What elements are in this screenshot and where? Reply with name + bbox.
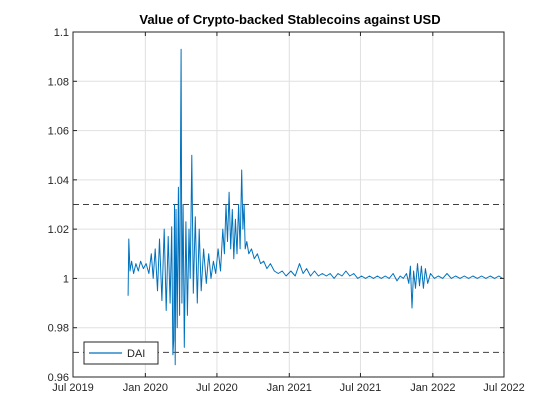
x-tick-label: Jan 2022 [410, 382, 455, 394]
y-tick-label: 1.1 [54, 27, 69, 39]
legend: DAI [83, 341, 159, 365]
x-tick-label: Jan 2020 [123, 382, 168, 394]
x-tick-label: Jul 2022 [483, 382, 525, 394]
y-tick-label: 0.96 [48, 372, 69, 384]
legend-label-dai: DAI [127, 348, 145, 360]
series-layer [127, 48, 503, 366]
axis-ticks: Jul 2019 Jan 2020 Jul 2020 Jan 2021 Jul 2021… [48, 27, 525, 394]
series-line-dai [127, 48, 503, 366]
y-tick-label: 1.02 [48, 224, 69, 236]
x-tick-label: Jan 2021 [267, 382, 312, 394]
x-tick-label: Jul 2020 [196, 382, 238, 394]
y-tick-label: 1.06 [48, 126, 69, 138]
y-tick-label: 1 [63, 273, 69, 285]
plot-frame [72, 31, 505, 378]
x-tick-label: Jul 2019 [52, 382, 94, 394]
y-tick-label: 0.98 [48, 323, 69, 335]
y-tick-label: 1.04 [48, 175, 69, 187]
x-tick-label: Jul 2021 [340, 382, 382, 394]
chart-title: Value of Crypto-backed Stablecoins again… [139, 12, 440, 27]
y-tick-label: 1.08 [48, 76, 69, 88]
